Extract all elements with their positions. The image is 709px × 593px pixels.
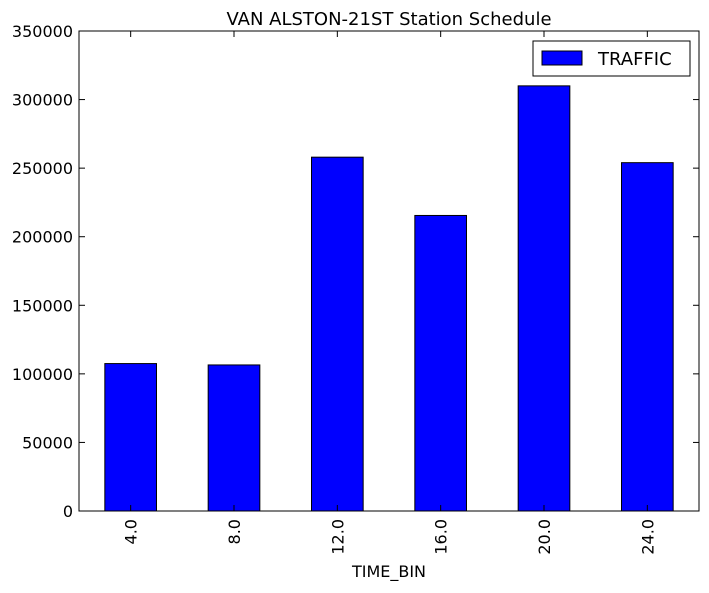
x-tick-label: 16.0 — [432, 519, 451, 555]
bar-20.0 — [517, 85, 571, 512]
bar-12.0 — [311, 156, 364, 512]
x-tick-label: 24.0 — [638, 519, 657, 555]
y-tick-label: 150000 — [12, 296, 73, 315]
bar-4.0 — [104, 363, 158, 512]
chart-title: VAN ALSTON-21ST Station Schedule — [226, 9, 551, 30]
bar-24.0 — [621, 162, 674, 512]
bars-layer — [104, 85, 674, 512]
y-tick-label: 300000 — [12, 91, 73, 110]
y-tick-label: 0 — [63, 502, 73, 521]
plot-border — [78, 30, 700, 512]
y-tick-label: 250000 — [12, 159, 73, 178]
y-tick-label: 200000 — [12, 228, 73, 247]
x-axis-label: TIME_BIN — [351, 562, 426, 582]
x-tick-label: 8.0 — [225, 519, 244, 544]
y-tick-label: 50000 — [22, 433, 73, 452]
x-tick-label: 4.0 — [122, 519, 141, 544]
y-tick-label: 350000 — [12, 22, 73, 41]
x-tick-label: 12.0 — [328, 519, 347, 555]
legend: TRAFFIC — [532, 40, 691, 77]
x-tick-label: 20.0 — [535, 519, 554, 555]
bar-16.0 — [414, 214, 468, 512]
y-tick-label: 100000 — [12, 365, 73, 384]
legend-swatch-traffic — [541, 50, 583, 66]
plot-area — [79, 31, 699, 511]
bar-8.0 — [207, 364, 261, 512]
legend-label-traffic: TRAFFIC — [597, 49, 672, 70]
axes-layer: 4.0 8.0 12.0 16.0 20.0 24.0 0 50000 100000 150000… — [12, 22, 699, 555]
